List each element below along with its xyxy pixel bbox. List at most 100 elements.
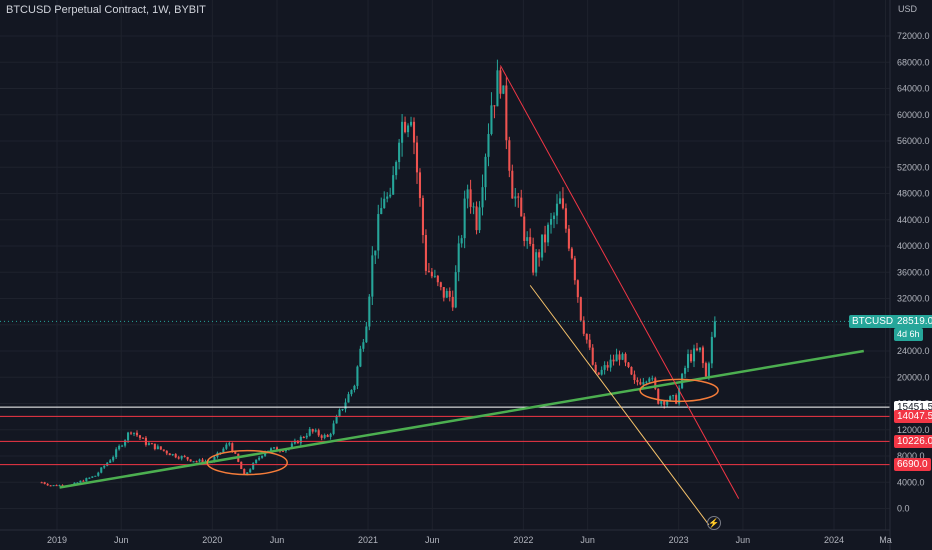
candle-body [40,482,43,484]
candle-body [511,170,514,199]
candle-body [162,449,165,451]
candle-body [561,198,564,209]
candle-body [269,448,273,451]
candle-body [124,440,127,446]
candle-body [362,342,365,349]
last-price-value: 28519.0 [894,314,932,328]
candle-body [365,326,368,343]
x-tick-label: Jun [270,535,285,545]
annotation-ellipse [639,378,719,403]
y-tick-label: 72000.0 [897,31,930,41]
candle-body [424,235,427,271]
x-tick-label: Jun [580,535,595,545]
candle-body [430,271,433,277]
candle-body [615,354,618,362]
candle-body [407,125,410,133]
candle-body [323,434,326,438]
y-tick-label: 24000.0 [897,346,930,356]
candle-body [672,395,675,397]
candle-body [85,478,88,482]
x-tick-label: Jun [114,535,129,545]
candle-body [466,189,469,199]
candle-body [520,197,523,217]
lightning-icon[interactable]: ⚡ [707,516,721,530]
candle-body [380,208,383,215]
candle-body [692,348,696,362]
candle-body [52,485,55,487]
candle-body [222,448,225,453]
candle-body [621,353,624,360]
candle-body [695,348,699,351]
candle-body [404,121,407,133]
candle-body [296,440,299,444]
candle-body [698,347,702,351]
candle-body [398,142,401,163]
candle-body [231,443,234,452]
candle-body [392,175,395,195]
candle-body [463,198,466,239]
time-axis[interactable]: 2019 Jun 2020 Jun 2021 Jun 2022 Jun 2023 Jun 2024 M… [0,529,892,545]
candle-body [249,469,252,473]
candle-body [451,296,454,308]
candle-body [532,243,535,273]
candle-body [639,382,642,385]
candle-body [505,85,508,141]
candle-body [314,430,317,432]
candle-body [186,457,189,460]
candle-body [538,252,541,258]
candle-body [58,485,61,487]
candle-body [547,224,550,243]
candle-body [633,374,636,381]
candle-body [555,203,559,216]
y-tick-label: 52000.0 [897,162,930,172]
candle-body [183,456,186,458]
candle-body [645,381,648,383]
candle-body [88,477,91,479]
x-tick-label: Jun [736,535,751,545]
candle-body [135,432,139,436]
candle-body [409,121,413,126]
candle-body [189,459,192,462]
candle-body [669,396,672,402]
candle-body [573,258,576,281]
candle-body [326,434,329,437]
candle-body [272,447,276,449]
candle-body [320,435,323,438]
candle-body [472,206,475,208]
candle-body [118,445,121,450]
candle-body [588,339,591,348]
candle-body [121,445,124,447]
candle-body [344,402,347,410]
horizontal-levels [0,406,890,466]
candle-body [630,366,633,375]
candle-body [660,401,663,404]
candle-body [386,196,389,199]
candle-body [240,461,243,470]
candle-body [73,482,76,485]
candle-body [115,449,118,458]
candle-body [165,450,168,454]
candle-body [290,443,293,449]
candle-body [564,208,567,229]
candle-body [579,297,582,321]
y-tick-label: 20000.0 [897,372,930,382]
x-tick-label: Ma [879,535,892,545]
candle-body [415,142,419,173]
candle-body [94,475,97,477]
candle-body [356,366,359,386]
candle-body [368,296,371,327]
candle-body [541,234,544,258]
candle-body [103,465,106,468]
candle-body [597,372,600,375]
candle-body [606,365,609,368]
candle-body [710,336,713,364]
candle-body [234,451,237,454]
candle-body [350,389,353,395]
candle-body [383,198,386,209]
price-axis-currency: USD [898,4,918,14]
candle-body [478,207,481,231]
candle-body [687,354,690,368]
candle-body [526,237,529,241]
candle-body [129,432,133,434]
